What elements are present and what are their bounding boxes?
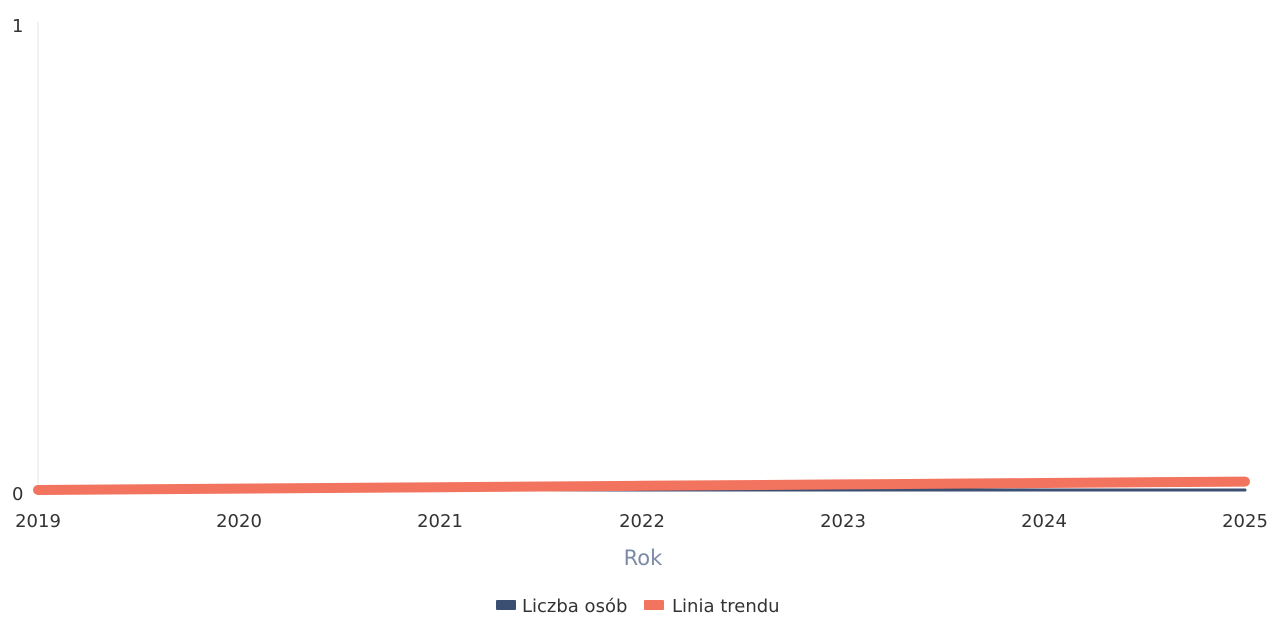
x-tick-label-2019: 2019 xyxy=(15,511,61,532)
x-tick-label-2023: 2023 xyxy=(820,511,866,532)
data-point-liczba-osob-2024[interactable] xyxy=(1043,490,1044,491)
legend-label-liczba-osob: Liczba osób xyxy=(522,596,627,617)
data-point-linia-trendu-2025[interactable] xyxy=(1245,481,1246,482)
x-tick-label-2020: 2020 xyxy=(216,511,262,532)
data-point-linia-trendu-2024[interactable] xyxy=(1043,482,1044,483)
y-tick-label-0: 0 xyxy=(12,484,23,505)
data-point-liczba-osob-2025[interactable] xyxy=(1245,490,1246,491)
legend-item-liczba-osob[interactable]: Liczba osób xyxy=(496,596,627,617)
x-tick-label-2021: 2021 xyxy=(417,511,463,532)
data-point-linia-trendu-2021[interactable] xyxy=(440,487,441,488)
x-tick-label-2022: 2022 xyxy=(619,511,665,532)
x-tick-label-2025: 2025 xyxy=(1222,511,1268,532)
series-line-linia-trendu[interactable] xyxy=(33,476,1250,495)
data-point-linia-trendu-2022[interactable] xyxy=(641,485,642,486)
legend-swatch-linia-trendu xyxy=(644,600,664,610)
legend-label-linia-trendu: Linia trendu xyxy=(672,596,780,617)
y-tick-label-1: 1 xyxy=(12,16,23,37)
legend-swatch-liczba-osob xyxy=(496,600,516,610)
data-point-linia-trendu-2020[interactable] xyxy=(239,488,240,489)
legend: Liczba osób Linia trendu xyxy=(496,596,780,617)
series-layer xyxy=(33,476,1250,495)
legend-item-linia-trendu[interactable]: Linia trendu xyxy=(644,596,780,617)
data-point-liczba-osob-2023[interactable] xyxy=(842,490,843,491)
x-tick-label-2024: 2024 xyxy=(1021,511,1067,532)
x-axis-title: Rok xyxy=(624,546,663,570)
data-point-linia-trendu-2023[interactable] xyxy=(842,484,843,485)
data-point-linia-trendu-2019[interactable] xyxy=(38,490,39,491)
